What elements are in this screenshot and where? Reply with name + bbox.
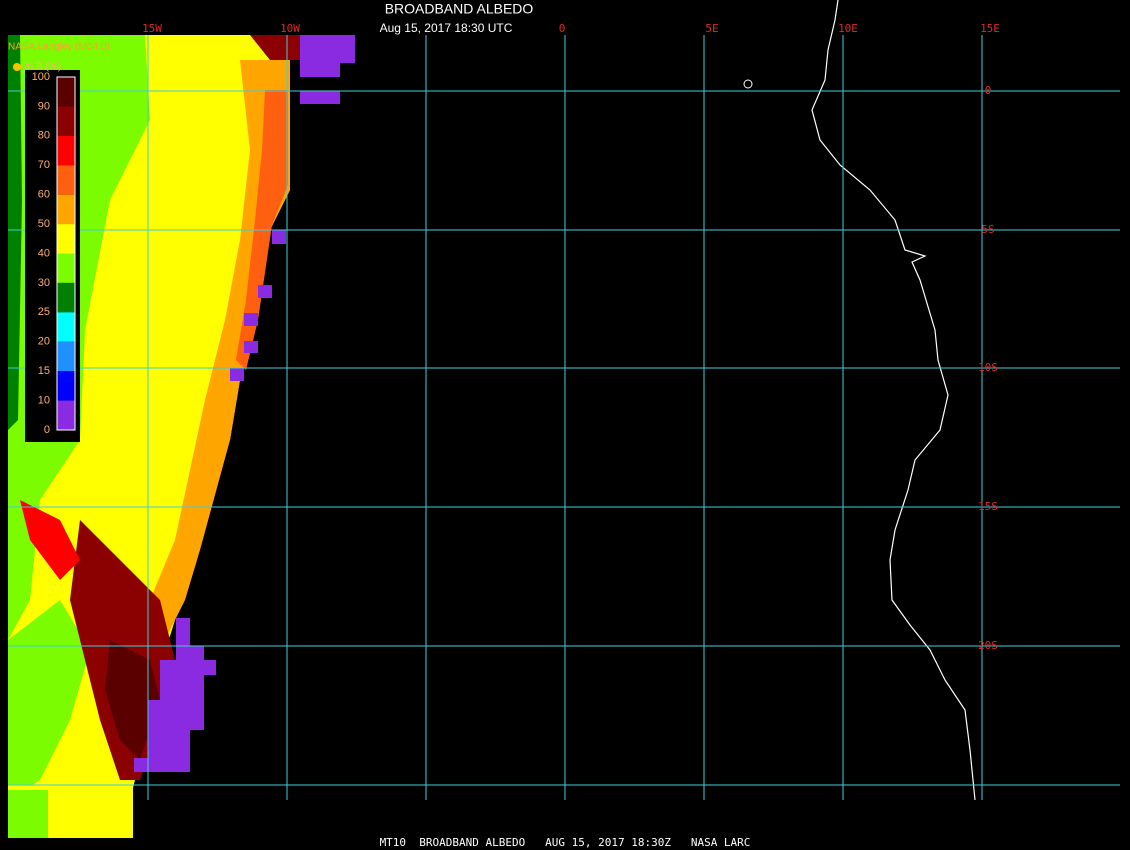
legend-tick-label: 100 xyxy=(32,71,50,83)
longitude-label: 10E xyxy=(838,22,858,35)
legend-swatch xyxy=(57,371,75,401)
legend-swatch xyxy=(57,341,75,372)
legend-tick-label: 50 xyxy=(38,218,50,230)
legend-swatch xyxy=(57,253,75,283)
albedo-field xyxy=(300,35,355,63)
albedo-field xyxy=(134,618,216,772)
title: BROADBAND ALBEDO xyxy=(385,1,534,17)
albedo-field xyxy=(20,500,80,580)
legend-swatch xyxy=(57,282,75,313)
albedo-field xyxy=(258,285,272,298)
legend-swatch xyxy=(57,224,75,254)
legend-frame xyxy=(56,76,76,431)
albedo-field xyxy=(150,60,290,640)
coastline xyxy=(811,0,976,801)
latitude-label: 20S xyxy=(978,639,998,652)
albedo-field xyxy=(272,230,286,244)
legend-tick-label: 40 xyxy=(38,247,50,259)
legend-swatch xyxy=(57,135,75,166)
island xyxy=(743,79,753,89)
albedo-field xyxy=(244,313,258,326)
legend-tick-label: 0 xyxy=(44,424,50,436)
latitude-label: 5S xyxy=(981,223,994,236)
longitude-label: 10W xyxy=(280,22,300,35)
legend-swatch xyxy=(57,194,75,225)
legend-tick-label: 80 xyxy=(38,130,50,142)
latitude-label: 0 xyxy=(985,84,992,97)
longitude-label: 0 xyxy=(559,22,566,35)
legend-title: ALB (%) xyxy=(24,62,61,73)
latitude-label: 15S xyxy=(978,500,998,513)
albedo-field xyxy=(105,640,160,760)
legend-tick-label: 20 xyxy=(38,336,50,348)
latitude-label: 10S xyxy=(978,361,998,374)
legend-swatch xyxy=(57,165,75,195)
legend-swatch xyxy=(57,400,75,430)
credit: NASA Langley (M04.0) xyxy=(8,42,110,53)
albedo-field xyxy=(300,91,340,104)
longitude-label: 15W xyxy=(142,22,162,35)
legend-tick-label: 90 xyxy=(38,100,50,112)
legend-tick-label: 10 xyxy=(38,394,50,406)
albedo-field xyxy=(244,341,258,353)
subtitle: Aug 15, 2017 18:30 UTC xyxy=(380,21,513,35)
legend-tick-label: 25 xyxy=(38,306,50,318)
albedo-field xyxy=(230,368,244,381)
albedo-field xyxy=(8,600,90,800)
legend-swatch xyxy=(57,312,75,342)
footer: MT10 BROADBAND ALBEDO AUG 15, 2017 18:30… xyxy=(380,836,751,849)
legend-tick-label: 30 xyxy=(38,277,50,289)
albedo-field xyxy=(300,63,340,77)
legend-tick-label: 15 xyxy=(38,365,50,377)
albedo-field xyxy=(8,35,22,430)
albedo-field xyxy=(8,790,48,838)
legend-swatch xyxy=(57,77,75,107)
albedo-imagery xyxy=(8,35,355,838)
legend-tick-label: 60 xyxy=(38,189,50,201)
longitude-label: 15E xyxy=(980,22,1000,35)
legend-icon xyxy=(13,63,21,71)
longitude-label: 5E xyxy=(705,22,718,35)
legend-tick-label: 70 xyxy=(38,159,50,171)
legend-swatch xyxy=(57,106,75,136)
graticule: 15W 10W 0 5E 10E 15E 0 5S 10S 15S 20S xyxy=(8,22,1120,800)
